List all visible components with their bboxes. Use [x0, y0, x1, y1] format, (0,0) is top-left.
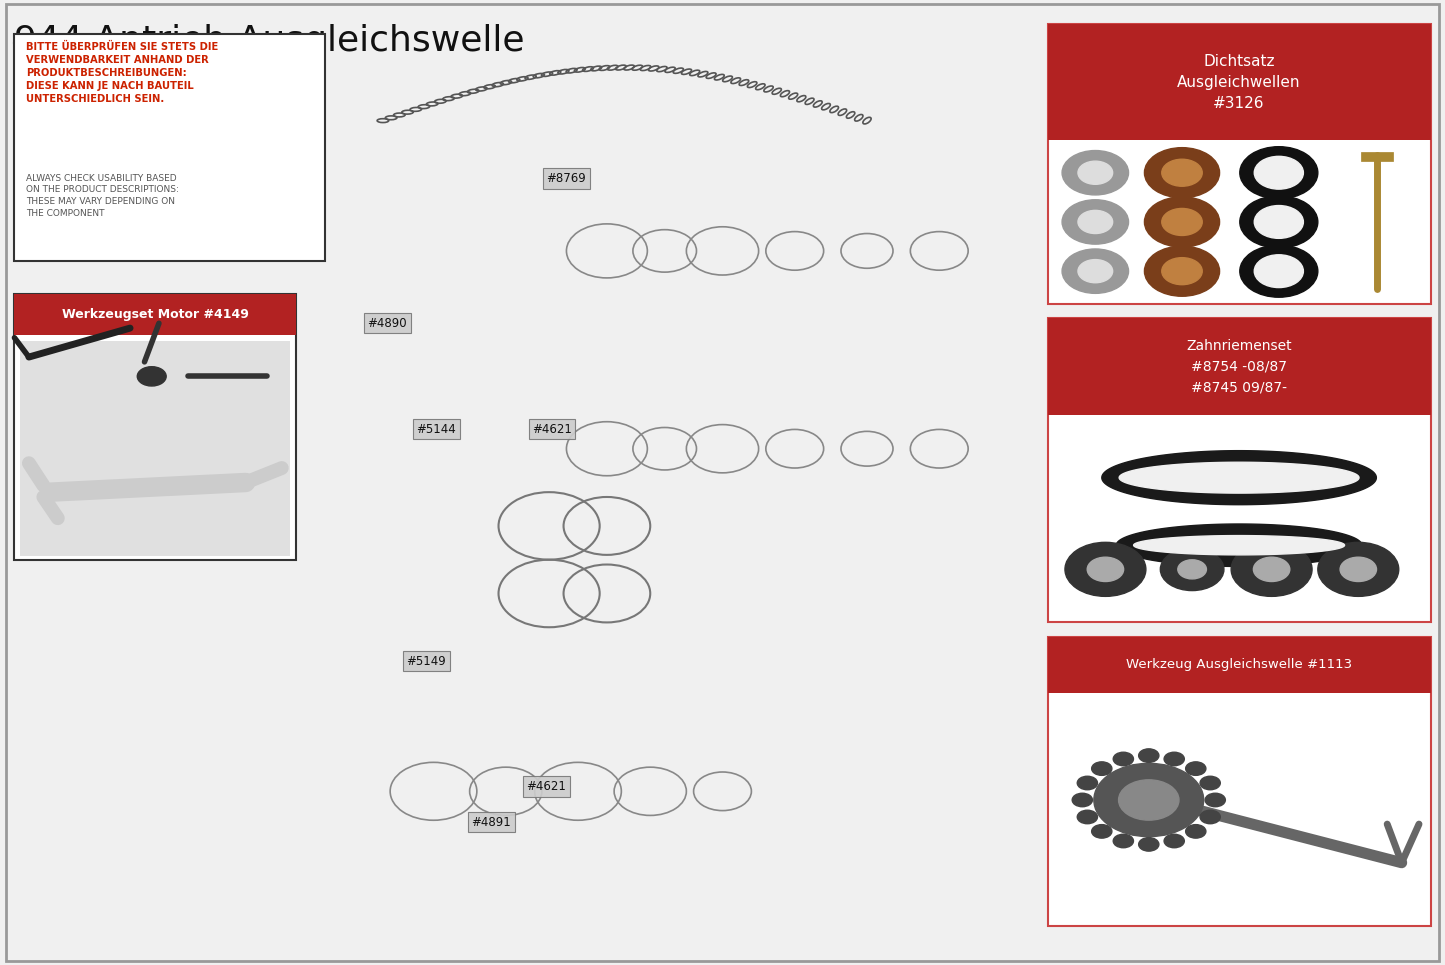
Circle shape	[1199, 811, 1220, 824]
Circle shape	[1205, 793, 1225, 807]
Circle shape	[1253, 557, 1290, 582]
Circle shape	[1186, 761, 1207, 775]
Circle shape	[1139, 838, 1159, 851]
Circle shape	[1162, 159, 1202, 186]
Circle shape	[1078, 776, 1098, 789]
Circle shape	[1062, 200, 1129, 244]
Circle shape	[1113, 834, 1133, 847]
Circle shape	[1118, 780, 1179, 820]
Polygon shape	[1117, 524, 1361, 566]
Circle shape	[1162, 258, 1202, 285]
Circle shape	[1199, 776, 1220, 789]
Circle shape	[1254, 156, 1303, 189]
Circle shape	[1165, 834, 1185, 847]
Circle shape	[1231, 542, 1312, 596]
Text: Werkzeug Ausgleichswelle #1113: Werkzeug Ausgleichswelle #1113	[1126, 658, 1353, 672]
Text: 944 Antrieb Ausgleichswelle: 944 Antrieb Ausgleichswelle	[14, 24, 525, 58]
FancyBboxPatch shape	[14, 294, 296, 335]
Circle shape	[1113, 753, 1133, 766]
Circle shape	[1144, 246, 1220, 296]
Circle shape	[1340, 557, 1377, 582]
Circle shape	[1139, 749, 1159, 762]
Circle shape	[1144, 197, 1220, 247]
Polygon shape	[1134, 536, 1344, 555]
FancyBboxPatch shape	[1048, 318, 1431, 622]
Circle shape	[1087, 557, 1124, 582]
Circle shape	[137, 367, 166, 386]
Circle shape	[1091, 761, 1111, 775]
Text: #4621: #4621	[526, 780, 566, 793]
FancyBboxPatch shape	[14, 34, 325, 261]
Polygon shape	[1120, 462, 1358, 493]
Circle shape	[1078, 811, 1098, 824]
Circle shape	[1062, 151, 1129, 195]
Circle shape	[1062, 249, 1129, 293]
Text: Werkzeugset Motor #4149: Werkzeugset Motor #4149	[62, 308, 249, 321]
FancyBboxPatch shape	[1048, 24, 1431, 304]
Circle shape	[1240, 245, 1318, 297]
Text: BITTE ÜBERPRÜFEN SIE STETS DIE
VERWENDBARKEIT ANHAND DER
PRODUKTBESCHREIBUNGEN:
: BITTE ÜBERPRÜFEN SIE STETS DIE VERWENDBA…	[26, 41, 218, 104]
Text: Zahnriemenset
#8754 -08/87
#8745 09/87-: Zahnriemenset #8754 -08/87 #8745 09/87-	[1186, 339, 1292, 395]
Text: Dichtsatz
Ausgleichwellen
#3126: Dichtsatz Ausgleichwellen #3126	[1178, 53, 1300, 111]
Circle shape	[1165, 753, 1185, 766]
Circle shape	[1160, 548, 1224, 591]
Circle shape	[1318, 542, 1399, 596]
FancyBboxPatch shape	[1048, 637, 1431, 693]
Text: #4621: #4621	[532, 423, 572, 436]
Circle shape	[1072, 793, 1092, 807]
FancyBboxPatch shape	[20, 341, 290, 556]
Text: #4891: #4891	[471, 815, 512, 829]
FancyBboxPatch shape	[14, 294, 296, 560]
Text: #4890: #4890	[367, 317, 407, 330]
Circle shape	[1240, 196, 1318, 248]
Text: #5149: #5149	[406, 654, 447, 668]
FancyBboxPatch shape	[1048, 24, 1431, 140]
Circle shape	[1078, 260, 1113, 283]
Circle shape	[1144, 148, 1220, 198]
Circle shape	[1186, 825, 1207, 839]
FancyBboxPatch shape	[1048, 637, 1431, 926]
Circle shape	[1094, 763, 1204, 837]
Polygon shape	[1103, 451, 1376, 505]
FancyBboxPatch shape	[1048, 318, 1431, 415]
Circle shape	[1091, 825, 1111, 839]
Text: #5144: #5144	[416, 423, 457, 436]
Circle shape	[1254, 206, 1303, 238]
Circle shape	[1078, 210, 1113, 234]
Circle shape	[1065, 542, 1146, 596]
Text: #8769: #8769	[546, 172, 587, 185]
FancyBboxPatch shape	[311, 29, 1033, 946]
Circle shape	[1240, 147, 1318, 199]
Circle shape	[1254, 255, 1303, 288]
Text: ALWAYS CHECK USABILITY BASED
ON THE PRODUCT DESCRIPTIONS:
THESE MAY VARY DEPENDI: ALWAYS CHECK USABILITY BASED ON THE PROD…	[26, 174, 179, 218]
Circle shape	[1078, 161, 1113, 184]
Circle shape	[1162, 208, 1202, 235]
Circle shape	[1178, 560, 1207, 579]
